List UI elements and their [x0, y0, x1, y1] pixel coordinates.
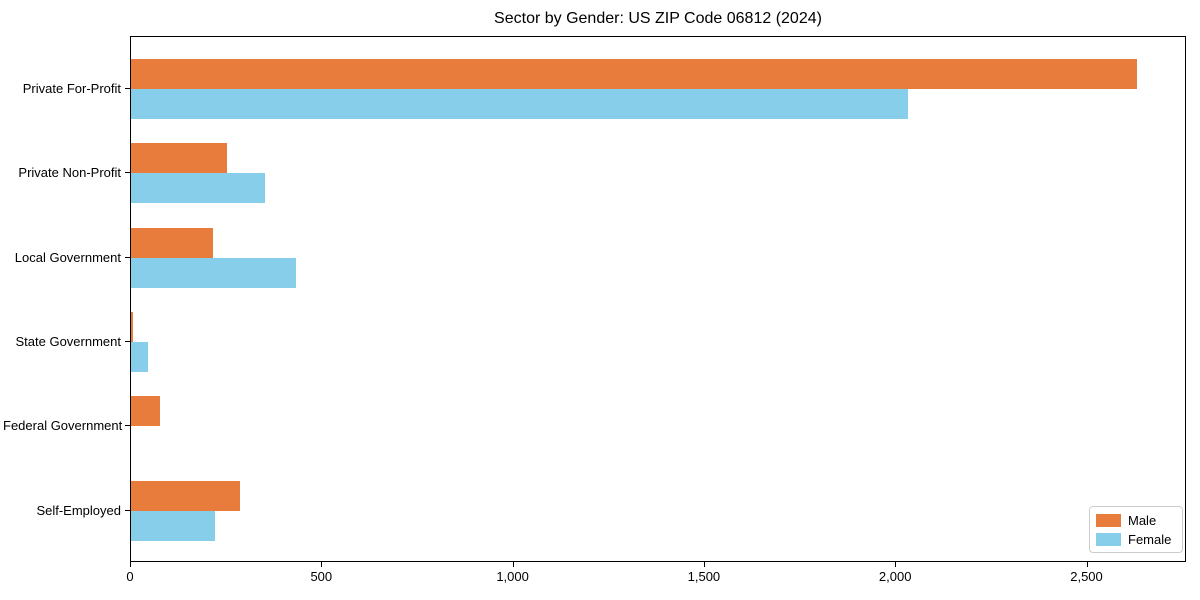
- legend-label-female: Female: [1128, 531, 1172, 547]
- x-tick-label-1000: 1,000: [496, 569, 529, 584]
- bar-male-private-non-profit: [131, 143, 227, 174]
- x-tick-2000: [895, 562, 897, 567]
- bar-female-private-for-profit: [131, 89, 908, 119]
- y-tick-private-for-profit: [125, 88, 130, 89]
- bar-male-federal-government: [131, 396, 161, 427]
- legend: Male Female: [1089, 506, 1183, 553]
- bar-female-local-government: [131, 257, 296, 288]
- bar-male-local-government: [131, 227, 214, 258]
- legend-label-male: Male: [1128, 512, 1157, 528]
- bar-female-private-non-profit: [131, 173, 265, 204]
- x-tick-1000: [512, 562, 514, 567]
- y-tick-label-federal-government: Federal Government: [3, 418, 123, 434]
- y-tick-self-employed: [125, 509, 130, 511]
- legend-item-female: Female: [1096, 531, 1176, 547]
- y-tick-label-self-employed: Self-Employed: [36, 502, 121, 518]
- bar-female-state-government: [131, 342, 148, 373]
- chart-title: Sector by Gender: US ZIP Code 06812 (202…: [494, 10, 822, 27]
- female-color-swatch: [1096, 532, 1121, 546]
- y-tick-label-local-government: Local Government: [14, 249, 121, 265]
- x-tick-label-500: 500: [310, 569, 333, 584]
- bar-female-self-employed: [131, 510, 216, 541]
- x-tick-label-2000: 2,000: [878, 569, 912, 584]
- x-tick-2500: [1086, 562, 1088, 567]
- y-tick-label-private-for-profit: Private For-Profit: [22, 81, 121, 96]
- y-tick-federal-government: [125, 425, 130, 427]
- legend-item-male: Male: [1096, 512, 1176, 528]
- x-tick-0: [130, 562, 131, 567]
- y-tick-label-private-non-profit: Private Non-Profit: [18, 165, 121, 181]
- x-tick-label-2500: 2,500: [1070, 569, 1103, 584]
- y-tick-private-non-profit: [125, 172, 130, 174]
- bar-male-state-government: [131, 312, 133, 343]
- x-tick-label-1500: 1,500: [687, 569, 721, 584]
- x-tick-1500: [703, 562, 705, 567]
- x-tick-500: [321, 562, 323, 567]
- y-tick-local-government: [125, 256, 130, 258]
- plot-area: [130, 36, 1186, 562]
- male-color-swatch: [1096, 513, 1121, 527]
- bar-male-self-employed: [131, 480, 240, 511]
- y-tick-label-state-government: State Government: [15, 334, 122, 350]
- bar-male-private-for-profit: [131, 59, 1138, 89]
- x-tick-label-0: 0: [126, 569, 134, 584]
- y-tick-state-government: [125, 341, 130, 343]
